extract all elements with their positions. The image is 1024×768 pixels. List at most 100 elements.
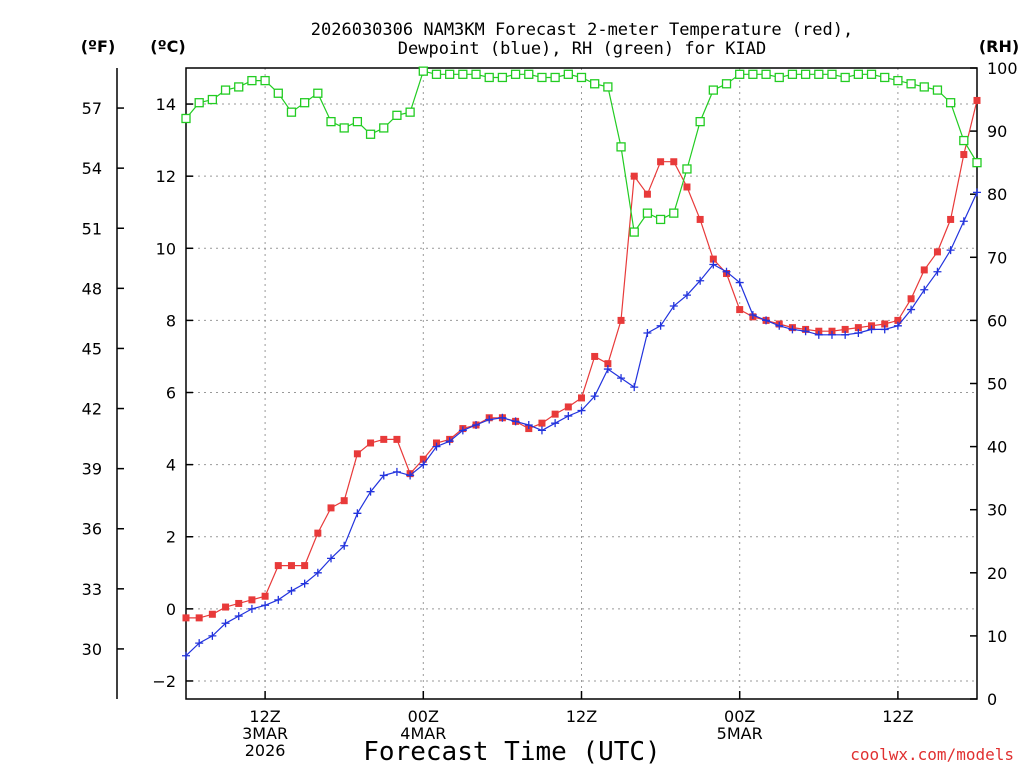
temperature-point (340, 497, 348, 505)
rh-point (418, 66, 428, 76)
dewpoint-point (656, 321, 665, 330)
rh-point (286, 107, 297, 117)
temperature-line (186, 100, 978, 619)
rh-point (273, 88, 283, 98)
rh-point (866, 69, 877, 79)
fahrenheit-tick-label: 45 (82, 339, 102, 358)
dewpoint-point (261, 601, 270, 610)
temperature-point (736, 306, 744, 314)
temperature-point (854, 324, 862, 332)
fahrenheit-tick-label: 33 (82, 580, 102, 599)
rh-point (748, 69, 758, 79)
rh-point (537, 72, 547, 83)
dewpoint-point (841, 330, 850, 339)
rh-point (194, 98, 204, 108)
rh-tick-label: 10 (987, 627, 1007, 646)
rh-point (484, 72, 494, 83)
rh-point (906, 79, 916, 89)
fahrenheit-unit-label: (ºF) (81, 37, 116, 56)
rh-tick-label: 50 (987, 375, 1007, 394)
rh-point (945, 98, 956, 108)
dewpoint-point (801, 327, 810, 336)
temperature-point (419, 455, 427, 463)
dewpoint-point (485, 415, 494, 424)
rh-tick-label: 70 (987, 248, 1007, 267)
rh-tick-label: 30 (987, 501, 1007, 520)
time-tick-label: 2026 (245, 741, 286, 760)
plot-area-frame (185, 67, 978, 700)
temperature-point (630, 172, 638, 180)
dewpoint-point (537, 426, 546, 435)
rh-point (313, 88, 323, 98)
temperature-point (222, 603, 230, 611)
dewpoint-point (933, 267, 942, 276)
temperature-point (564, 403, 572, 411)
rh-point (181, 113, 191, 124)
x-axis-title: Forecast Time (UTC) (363, 737, 660, 767)
fahrenheit-tick-label: 57 (82, 99, 102, 118)
rh-point (708, 85, 718, 95)
axis-ticks: −2 0 2 4 6 8 10 12 14 30 33 36 39 42 45 48 51 54 57 0 10 20 30… (82, 59, 1018, 760)
temperature-point (261, 592, 269, 600)
dewpoint-point (208, 631, 217, 640)
temperature-point (287, 562, 295, 570)
temperature-point (907, 295, 915, 303)
temperature-point (696, 215, 704, 223)
dewpoint-point (748, 310, 757, 319)
dewpoint-point (907, 305, 916, 314)
chart-title-line-2: Dewpoint (blue), RH (green) for KIAD (398, 39, 766, 59)
celsius-tick-label: 2 (166, 528, 176, 547)
temperature-point (551, 410, 559, 418)
rh-point (959, 135, 969, 146)
celsius-tick-label: −2 (152, 672, 176, 691)
temperature-point (274, 562, 282, 570)
temperature-point (670, 158, 678, 166)
dewpoint-point (511, 417, 520, 426)
dewpoint-point (735, 278, 744, 287)
rh-point (761, 69, 771, 79)
dewpoint-point (603, 365, 612, 374)
dewpoint-point (182, 651, 190, 660)
time-tick-label: 00Z (408, 707, 439, 726)
dewpoint-point (682, 291, 691, 300)
dewpoint-point (630, 383, 639, 392)
rh-point (365, 129, 376, 139)
fahrenheit-tick-label: 42 (82, 400, 102, 419)
rh-point (352, 116, 363, 127)
rh-point (299, 98, 310, 108)
dewpoint-point (590, 392, 599, 401)
dewpoint-point (564, 411, 573, 420)
dewpoint-point (551, 419, 560, 428)
dewpoint-point (406, 471, 415, 480)
rh-point (260, 75, 270, 86)
fahrenheit-tick-label: 48 (82, 279, 102, 298)
rh-point (932, 85, 943, 95)
temperature-point (617, 316, 625, 324)
temperature-point (248, 596, 256, 604)
fahrenheit-tick-label: 36 (82, 520, 102, 539)
rh-point (471, 69, 481, 79)
celsius-tick-label: 4 (166, 456, 176, 475)
dewpoint-point (458, 426, 467, 435)
temperature-point (960, 151, 968, 159)
dewpoint-point (340, 541, 349, 550)
dewpoint-point (973, 188, 981, 197)
rh-point (774, 72, 784, 83)
temperature-point (235, 599, 243, 607)
rh-tick-label: 100 (987, 59, 1018, 78)
rh-point (405, 107, 415, 117)
time-tick-label: 3MAR (242, 724, 288, 743)
temperature-point (683, 183, 691, 191)
dewpoint-point (419, 460, 428, 469)
dewpoint-point (762, 316, 771, 325)
dewpoint-point (827, 330, 836, 339)
dewpoint-point (775, 321, 784, 330)
dewpoint-point (195, 639, 204, 648)
time-tick-label: 12Z (566, 707, 597, 726)
temperature-point (604, 360, 612, 368)
rh-point (827, 69, 837, 79)
dewpoint-point (920, 285, 929, 294)
chart-title-line-1: 2026030306 NAM3KM Forecast 2-meter Tempe… (311, 20, 853, 40)
rh-point (326, 116, 336, 127)
